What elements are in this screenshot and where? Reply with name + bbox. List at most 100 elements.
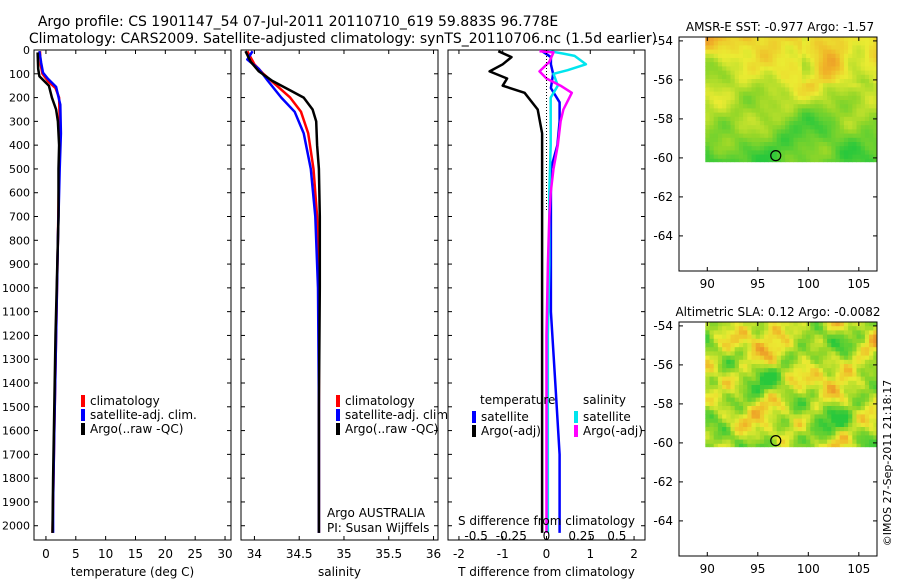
heatmap-cell [860,121,866,126]
heatmap-cell [764,330,769,335]
heatmap-cell [839,137,845,143]
heatmap-cell [789,137,794,143]
heatmap-cell [776,104,782,109]
heatmap-cell [835,62,841,67]
heatmap-cell [869,37,874,42]
heatmap-cell [831,49,836,55]
heatmap-cell [722,62,727,67]
heatmap-cell [730,95,736,101]
heatmap-cell [776,389,782,394]
heatmap-cell [818,431,824,436]
heatmap-cell [705,397,710,403]
heatmap-cell [734,372,740,377]
heatmap-cell [730,45,736,50]
heatmap-cell [780,100,786,105]
heatmap-cell [751,355,757,361]
heatmap-cell [852,53,857,59]
heatmap-cell [839,104,845,109]
y-tick-label: 700 [9,211,30,224]
heatmap-cell [776,154,782,160]
heatmap-cell [768,393,773,398]
heatmap-cell [726,112,731,118]
heatmap-cell [860,364,866,369]
heatmap-cell [818,439,824,445]
heatmap-cell [873,62,878,67]
heatmap-cell [768,431,773,436]
heatmap-cell [743,45,748,50]
heatmap-cell [759,418,765,424]
heatmap-cell [831,142,836,147]
heatmap-cell [789,79,794,84]
heatmap-cell [801,146,807,151]
heatmap-cell [822,74,828,80]
heatmap-cell [839,364,845,369]
heatmap-cell [864,435,870,440]
heatmap-cell [717,154,723,160]
heatmap-cell [818,142,824,147]
heatmap-cell [873,380,878,386]
heatmap-cell [726,372,731,377]
heatmap-cell [705,74,710,80]
heatmap-cell [801,125,807,130]
heatmap-cell [835,406,841,411]
heatmap-cell [768,121,773,126]
heatmap-cell [785,125,790,130]
heatmap-cell [864,91,870,97]
heatmap-cell [734,146,740,151]
heatmap-cell [755,121,761,126]
heatmap-cell [734,351,740,356]
heatmap-cell [860,116,866,122]
heatmap-cell [810,397,815,403]
heatmap-cell [818,334,824,340]
heatmap-cell [827,406,832,411]
heatmap-cell [738,431,744,436]
heatmap-cell [848,74,853,80]
heatmap-cell [738,418,744,424]
heatmap-cell [759,326,765,331]
heatmap-cell [730,74,736,80]
heatmap-cell [793,389,799,394]
heatmap-cell [764,347,769,352]
heatmap-cell [747,338,752,344]
heatmap-cell [843,150,849,155]
heatmap-cell [806,443,811,448]
heatmap-cell [843,338,849,344]
heatmap-cell [873,146,878,151]
heatmap-cell [726,431,731,436]
heatmap-cell [797,66,803,71]
heatmap-cell [797,431,803,436]
heatmap-cell [839,389,845,394]
heatmap-cell [873,422,878,428]
heatmap-cell [789,401,794,407]
heatmap-cell [772,427,778,432]
heatmap-cell [755,58,761,63]
heatmap-cell [814,79,820,84]
heatmap-cell [730,133,736,139]
heatmap-cell [797,62,803,67]
heatmap-cell [713,125,719,130]
heatmap-cell [835,154,841,160]
heatmap-cell [768,70,773,76]
heatmap-cell [743,334,748,340]
heatmap-cell [780,372,786,377]
heatmap-cell [776,376,782,382]
heatmap-cell [713,334,719,340]
heatmap-cell [852,125,857,130]
heatmap-cell [873,100,878,105]
heatmap-cell [801,100,807,105]
heatmap-cell [709,112,715,118]
heatmap-cell [772,359,778,365]
heatmap-cell [764,338,769,344]
heatmap-cell [759,62,765,67]
heatmap-cell [751,414,757,419]
heatmap-cell [864,62,870,67]
heatmap-cell [848,45,853,50]
heatmap-cell [730,393,736,398]
heatmap-cell [785,389,790,394]
heatmap-cell [814,439,820,445]
heatmap-cell [848,414,853,419]
heatmap-cell [797,422,803,428]
heatmap-cell [860,158,866,163]
x-tick-label: -2 [453,547,465,561]
heatmap-cell [873,104,878,109]
